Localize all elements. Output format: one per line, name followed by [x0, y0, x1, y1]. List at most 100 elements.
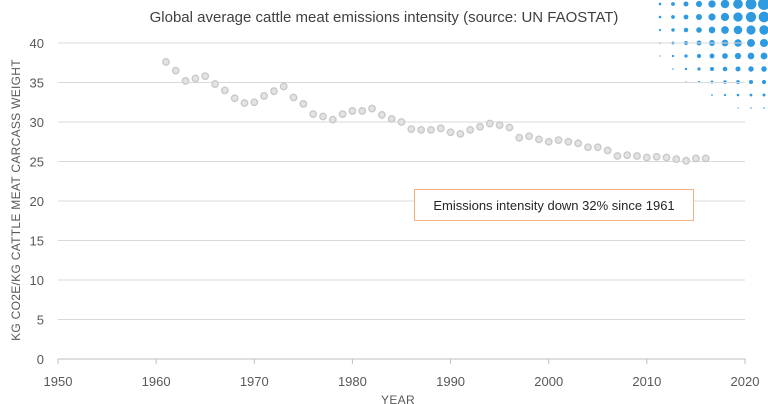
decor-dot — [758, 0, 768, 10]
data-point — [633, 152, 641, 160]
decor-dot — [671, 54, 675, 58]
x-tick-label: 2000 — [534, 374, 563, 389]
data-point — [436, 124, 445, 133]
decor-dot — [708, 13, 716, 21]
decor-dot — [697, 67, 701, 71]
data-point — [466, 125, 475, 134]
x-axis-title: YEAR — [381, 393, 415, 404]
y-axis-title: KG CO2E/KG CATTLE MEAT CARCASS WEIGHT — [9, 59, 23, 341]
data-point — [593, 143, 602, 152]
decor-dot — [733, 12, 743, 22]
decor-dot — [747, 39, 755, 47]
decor-dot — [737, 107, 739, 109]
decor-dot — [759, 25, 768, 35]
data-point — [427, 125, 435, 134]
data-point — [368, 104, 376, 113]
y-tick-label: 10 — [30, 273, 44, 288]
data-point — [564, 137, 573, 146]
decor-dot — [761, 79, 767, 85]
decor-dot — [750, 107, 752, 109]
data-point — [181, 77, 190, 85]
decor-dot — [683, 1, 689, 7]
data-point — [613, 152, 622, 160]
decor-dot — [708, 26, 716, 34]
corner-dot-pattern — [658, 0, 768, 109]
data-point — [289, 93, 298, 102]
decor-dot — [658, 2, 662, 6]
data-point — [662, 153, 671, 162]
decor-dot — [720, 0, 730, 9]
data-point — [201, 72, 210, 81]
decor-dot — [763, 107, 765, 109]
data-point — [515, 133, 524, 142]
decor-dot — [749, 93, 753, 97]
data-point — [672, 155, 681, 164]
decor-dot — [659, 55, 661, 57]
decor-dot — [722, 66, 728, 72]
decor-dot — [708, 0, 716, 8]
y-tick-label: 0 — [37, 352, 44, 367]
data-point — [642, 153, 651, 162]
data-point — [377, 110, 386, 119]
decor-dot — [696, 53, 702, 59]
decor-dot — [720, 12, 730, 22]
y-tick-label: 5 — [37, 313, 44, 328]
decor-dot — [658, 15, 662, 19]
data-point — [191, 74, 200, 83]
data-point — [387, 114, 396, 123]
data-point — [417, 125, 426, 134]
decor-dot — [672, 68, 674, 70]
annotation-box: Emissions intensity down 32% since 1961 — [414, 189, 694, 221]
y-tick-label: 35 — [30, 76, 44, 91]
y-tick-label: 20 — [30, 194, 44, 209]
y-tick-label: 15 — [30, 234, 44, 249]
decor-dot — [684, 67, 688, 71]
decor-dot — [695, 0, 703, 8]
y-tick-label: 40 — [30, 36, 44, 51]
data-point — [250, 98, 259, 107]
decor-dot — [733, 25, 743, 35]
decor-dot — [745, 11, 757, 23]
annotation-text: Emissions intensity down 32% since 1961 — [433, 197, 675, 213]
data-point — [279, 82, 288, 91]
axes — [57, 358, 746, 364]
data-point — [240, 99, 249, 107]
data-point — [544, 137, 553, 146]
decor-dot — [696, 27, 702, 33]
decor-dot — [684, 54, 688, 58]
data-point — [623, 151, 632, 160]
data-point — [338, 110, 347, 119]
data-point — [574, 139, 583, 148]
data-point — [682, 156, 691, 165]
data-point — [525, 132, 533, 141]
x-tick-label: 2020 — [731, 374, 760, 389]
decor-dot — [723, 93, 727, 97]
decor-dot — [709, 53, 715, 59]
decor-dot — [696, 14, 702, 20]
decor-dot — [733, 0, 743, 9]
data-point — [211, 80, 219, 88]
data-point — [299, 99, 308, 108]
chart-title: Global average cattle meat emissions int… — [150, 9, 619, 26]
decor-dot — [747, 52, 755, 60]
decor-dot — [721, 26, 729, 34]
data-point — [162, 58, 170, 66]
data-point — [397, 118, 406, 126]
tick-labels: 0 5 10 15 20 25 30 35 40 1950 1960 1970 1980 1990 2000… — [30, 36, 760, 389]
decor-dot — [748, 79, 754, 85]
data-point — [407, 125, 416, 134]
decor-dot — [758, 11, 768, 23]
data-point — [495, 121, 504, 130]
gridlines — [58, 42, 745, 320]
decor-dot — [760, 52, 768, 60]
x-tick-label: 1990 — [436, 374, 465, 389]
decor-dot — [736, 93, 740, 97]
data-point — [701, 154, 710, 163]
data-point — [171, 66, 180, 75]
data-point — [358, 107, 367, 115]
data-point — [603, 146, 612, 155]
decor-dot — [748, 66, 754, 72]
data-point — [230, 94, 239, 103]
decor-dot — [671, 28, 675, 32]
decor-dot — [711, 94, 713, 96]
